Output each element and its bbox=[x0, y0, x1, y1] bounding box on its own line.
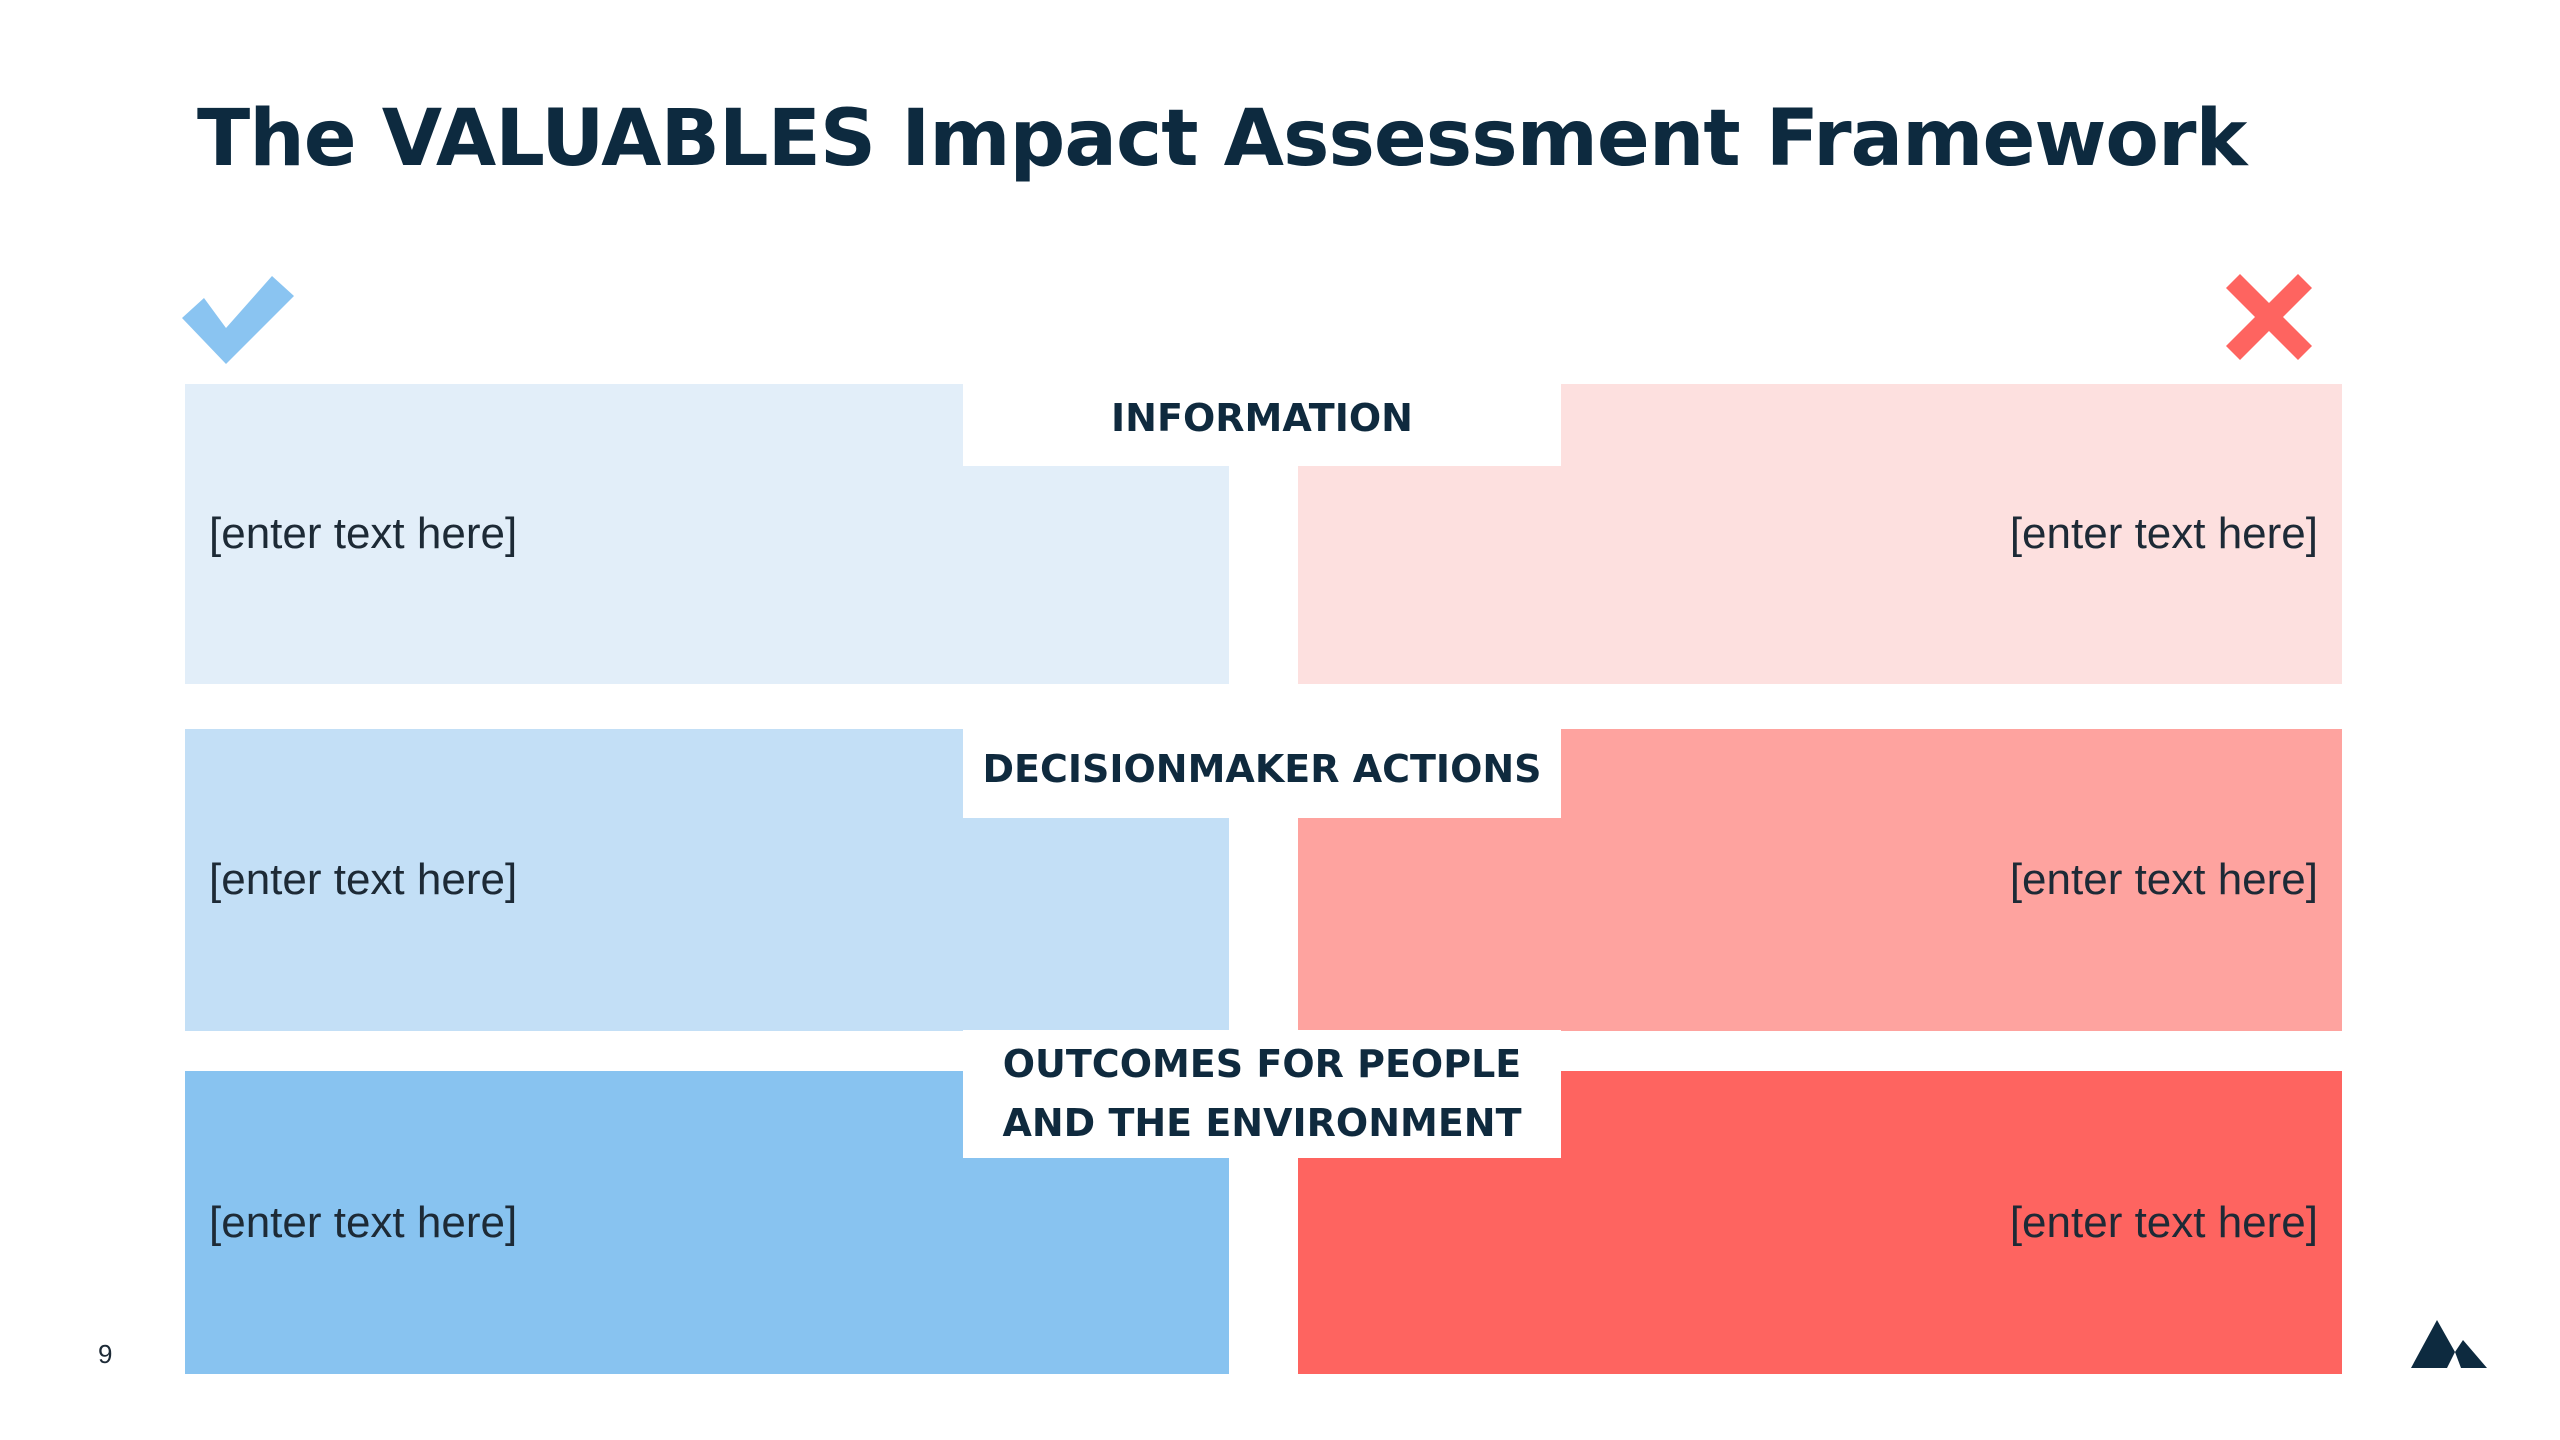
decisionmaker-actions-positive-box[interactable]: [enter text here] bbox=[185, 729, 1229, 1031]
information-positive-text: [enter text here] bbox=[209, 509, 518, 558]
decisionmaker-actions-negative-text: [enter text here] bbox=[2009, 855, 2318, 904]
information-negative-text: [enter text here] bbox=[2009, 509, 2318, 558]
information-row-label: INFORMATION bbox=[963, 370, 1561, 466]
check-icon bbox=[182, 276, 294, 364]
cross-icon bbox=[2226, 274, 2312, 360]
mountain-logo-icon bbox=[2411, 1320, 2487, 1368]
outcomes-row-label: OUTCOMES FOR PEOPLE AND THE ENVIRONMENT bbox=[963, 1030, 1561, 1158]
slide-title: The VALUABLES Impact Assessment Framewor… bbox=[197, 94, 2247, 184]
outcomes-negative-text: [enter text here] bbox=[2009, 1197, 2318, 1247]
outcomes-positive-text: [enter text here] bbox=[209, 1197, 518, 1247]
page-number: 9 bbox=[98, 1339, 113, 1369]
decisionmaker-actions-row-label: DECISIONMAKER ACTIONS bbox=[963, 720, 1561, 818]
decisionmaker-actions-positive-text: [enter text here] bbox=[209, 855, 518, 904]
